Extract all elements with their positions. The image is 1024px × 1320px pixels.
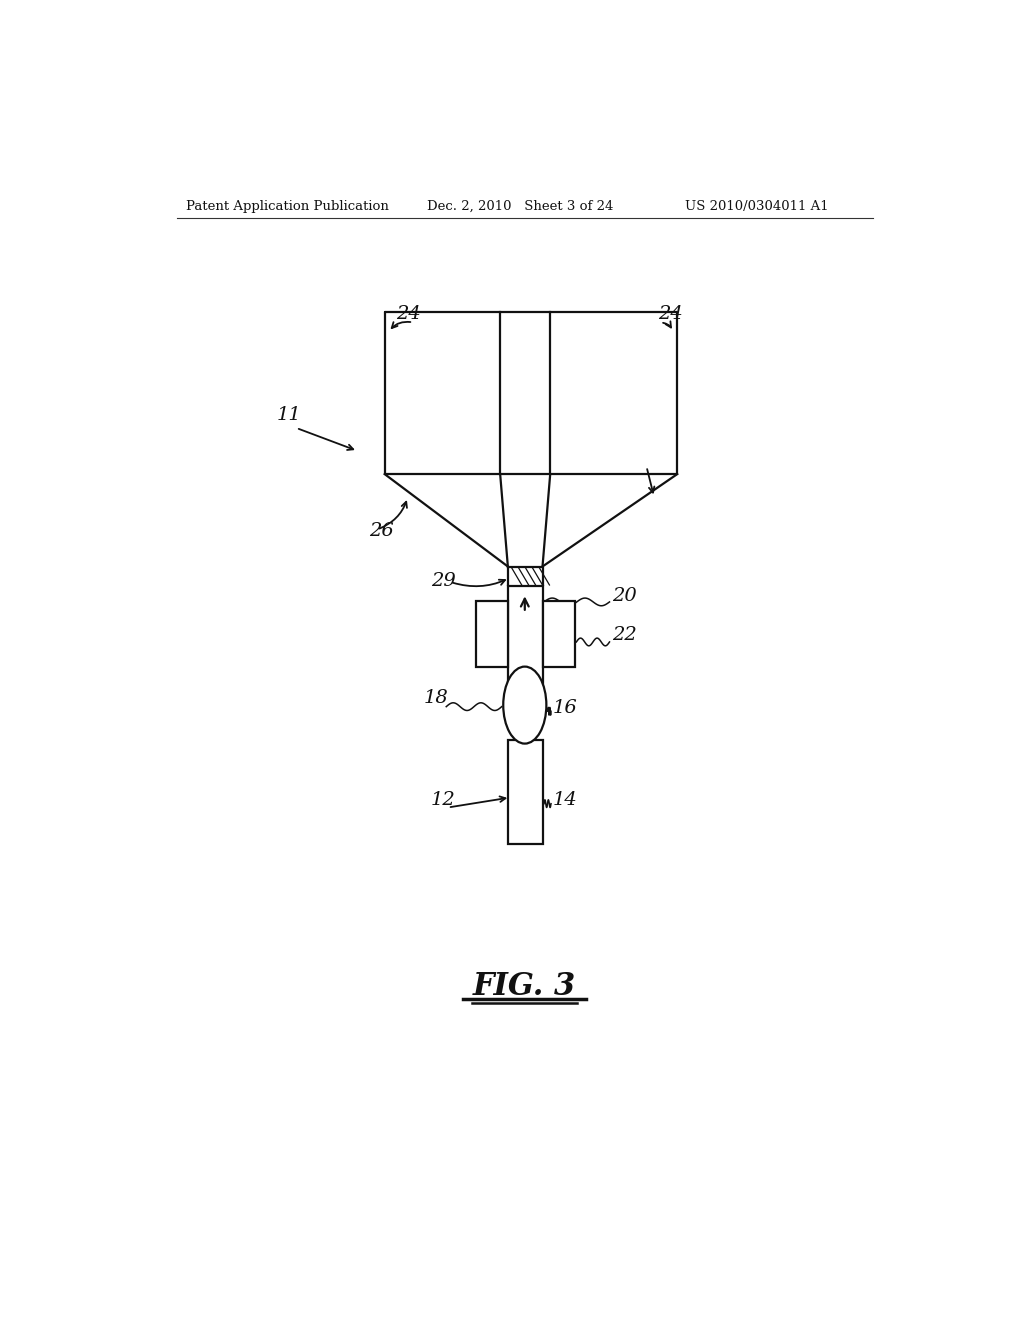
Ellipse shape	[503, 667, 547, 743]
Text: 26: 26	[370, 521, 394, 540]
Text: 24: 24	[658, 305, 683, 322]
Text: 24: 24	[396, 305, 421, 322]
Bar	[508, 739, 543, 843]
Text: 18: 18	[423, 689, 447, 706]
Bar	[475, 601, 508, 667]
Text: 12: 12	[431, 791, 456, 809]
Text: FIG. 3: FIG. 3	[473, 970, 577, 1002]
Bar	[543, 601, 574, 667]
Text: 14: 14	[553, 791, 578, 809]
Text: 16: 16	[553, 698, 578, 717]
Text: 29: 29	[431, 572, 456, 590]
Text: 22: 22	[611, 626, 637, 644]
Text: 20: 20	[611, 587, 637, 605]
Text: 11: 11	[276, 407, 302, 424]
Text: US 2010/0304011 A1: US 2010/0304011 A1	[685, 199, 828, 213]
Text: Patent Application Publication: Patent Application Publication	[186, 199, 389, 213]
Text: Dec. 2, 2010   Sheet 3 of 24: Dec. 2, 2010 Sheet 3 of 24	[427, 199, 613, 213]
